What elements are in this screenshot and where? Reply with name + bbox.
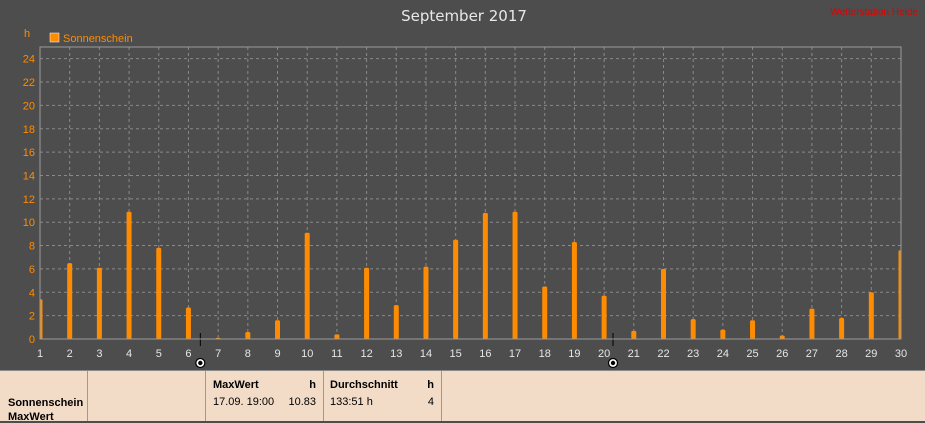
bar: [868, 292, 874, 339]
x-tick-label: 1: [37, 348, 43, 360]
bar: [126, 211, 132, 339]
y-tick-label: 20: [23, 100, 35, 112]
avg-unit: h: [427, 379, 434, 391]
bar: [245, 331, 251, 339]
y-tick-label: 10: [23, 217, 35, 229]
max-unit: h: [309, 379, 316, 391]
x-tick-label: 21: [628, 348, 640, 360]
bar: [156, 247, 162, 339]
station-watermark: Wetterstation Heide: [830, 7, 918, 18]
x-tick-label: 14: [420, 348, 432, 360]
avg-count: 4: [427, 396, 434, 408]
x-tick-label: 4: [126, 348, 132, 360]
x-tick-label: 13: [390, 348, 402, 360]
max-value: 10.83: [288, 396, 316, 408]
x-tick-label: 30: [895, 348, 907, 360]
y-tick-label: 2: [29, 311, 35, 323]
summary-label-cell: Sonnenschein MaxWert: [0, 371, 88, 423]
x-tick-label: 9: [274, 348, 280, 360]
bar: [898, 250, 901, 339]
summary-row-label: Sonnenschein: [8, 397, 84, 409]
x-tick-label: 17: [509, 348, 521, 360]
avg-header: Durchschnitt: [330, 379, 398, 391]
bar: [512, 211, 518, 339]
y-tick-label: 24: [23, 54, 35, 66]
y-tick-label: 18: [23, 124, 35, 136]
legend-swatch: [49, 32, 60, 43]
bar: [334, 334, 340, 339]
legend-label: Sonnenschein: [63, 33, 133, 45]
x-tick-label: 16: [479, 348, 491, 360]
x-tick-label: 26: [776, 348, 788, 360]
x-tick-label: 24: [717, 348, 729, 360]
bar: [393, 305, 399, 339]
max-datetime: 17.09. 19:00: [213, 396, 275, 408]
y-tick-label: 0: [29, 334, 35, 346]
bar: [364, 267, 370, 339]
summary-max-cell: MaxWert h 17.09. 19:00 10.83: [206, 371, 324, 421]
bar: [750, 320, 756, 339]
x-tick-label: 11: [331, 348, 342, 360]
y-tick-label: 4: [29, 287, 35, 299]
y-tick-label: 22: [23, 77, 35, 89]
bar: [720, 329, 726, 339]
y-tick-label: 8: [29, 241, 35, 253]
x-tick-label: 6: [185, 348, 191, 360]
x-tick-label: 29: [865, 348, 877, 360]
bar: [453, 239, 459, 339]
x-tick-label: 12: [360, 348, 372, 360]
bar: [40, 299, 43, 339]
bar: [423, 266, 429, 339]
bar: [660, 268, 666, 339]
moon-phase-icon-shade: [610, 360, 616, 366]
x-tick-label: 25: [746, 348, 758, 360]
chart-title: September 2017: [401, 7, 527, 25]
y-tick-label: 16: [23, 147, 35, 159]
new-moon-icon-shade: [198, 360, 203, 366]
y-tick-label: 14: [23, 170, 35, 182]
x-tick-label: 19: [568, 348, 580, 360]
bar: [67, 263, 73, 339]
x-tick-label: 28: [835, 348, 847, 360]
plot-frame: [39, 46, 902, 340]
x-tick-label: 23: [687, 348, 699, 360]
summary-avg-cell: Durchschnitt h 133:51 h 4: [324, 371, 442, 421]
x-tick-label: 7: [215, 348, 221, 360]
x-tick-label: 5: [156, 348, 162, 360]
x-tick-label: 27: [806, 348, 818, 360]
bar: [601, 295, 607, 339]
bar: [185, 307, 191, 339]
bar: [839, 317, 845, 339]
x-tick-label: 3: [96, 348, 102, 360]
bar: [542, 286, 548, 339]
bar: [96, 267, 102, 339]
bar: [631, 330, 637, 339]
bar: [482, 212, 488, 339]
max-header: MaxWert: [213, 379, 259, 391]
summary-row-label-2: MaxWert: [8, 411, 54, 423]
bar: [304, 232, 310, 339]
x-tick-label: 8: [245, 348, 251, 360]
summary-empty-cell: [88, 371, 206, 421]
x-tick-label: 20: [598, 348, 610, 360]
y-axis-unit: h: [24, 28, 30, 40]
bar: [809, 308, 815, 339]
y-tick-label: 12: [23, 194, 35, 206]
y-tick-label: 6: [29, 264, 35, 276]
summary-table: Sonnenschein MaxWert MaxWert h 17.09. 19…: [0, 370, 925, 423]
bar: [779, 335, 785, 339]
bar: [275, 320, 281, 339]
x-tick-label: 2: [67, 348, 73, 360]
bar: [571, 242, 577, 339]
x-tick-label: 10: [301, 348, 313, 360]
avg-value: 133:51 h: [330, 396, 373, 408]
x-tick-label: 15: [450, 348, 462, 360]
x-tick-label: 22: [657, 348, 669, 360]
bar: [690, 319, 696, 339]
x-tick-label: 18: [539, 348, 551, 360]
